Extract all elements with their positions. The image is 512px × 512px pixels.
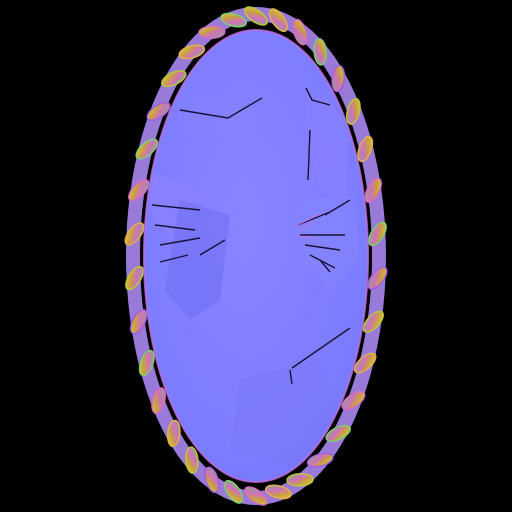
rope-twist-segment [346,97,361,125]
crack-highlights [295,213,321,239]
facet-upper-left [175,95,265,140]
rope-twist-segment [124,222,145,246]
rope-twist-segment [364,177,382,203]
crack-lines [151,87,351,385]
rope-twist-segment [135,138,159,160]
rope-twist-segment [353,352,377,374]
rope-twist-segment [286,473,314,487]
rope-twist-segment [138,349,155,377]
rope-twist-segment [125,265,144,291]
rope-frame-twists [124,6,388,506]
rope-twist-segment [341,391,366,411]
facet-left-shadow [165,200,230,320]
rope-twist-segment [220,12,248,28]
rope-twist-segment [292,18,308,46]
rope-twist-segment [367,266,388,290]
rope-twist-segment [128,179,150,202]
rope-twist-segment [161,70,187,88]
rope-twist-segment [204,466,220,494]
rope-twist-segment [368,221,387,247]
rope-twist-segment [151,387,166,415]
rope-twist-segment [325,424,351,442]
rope-twist-segment [306,452,334,468]
rope-twist-segment [244,486,268,506]
facet-lower [230,360,340,470]
rope-twist-segment [268,8,289,33]
rope-twist-segment [146,101,171,121]
rope-twist-segment [223,479,244,504]
rope-twist-segment [313,38,328,66]
rope-twist-segment [357,135,374,163]
rope-twist-segment [166,419,181,448]
inner-rim [143,29,369,483]
rope-twist-segment [178,44,206,60]
face-facets [150,85,360,470]
rope-twist-segment [130,309,148,335]
facet-upper-right [305,85,350,200]
rope-twist-segment [331,64,346,93]
rope-twist-segment [198,25,226,39]
rope-twist-segment [244,6,268,26]
rope-twist-segment [184,446,199,474]
rope-twist-segment [264,484,292,500]
rope-twist-segment [362,310,384,333]
